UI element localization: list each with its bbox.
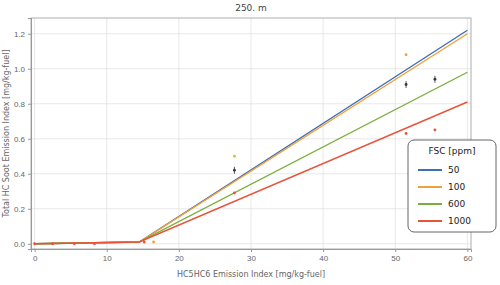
- data-point: [93, 242, 96, 245]
- series-line: [35, 72, 468, 244]
- data-point: [405, 83, 408, 86]
- tick-label: 1.0: [14, 65, 26, 74]
- tick-mark: [35, 249, 36, 252]
- tick: 60: [463, 249, 472, 263]
- data-point: [51, 242, 54, 245]
- tick: 0: [33, 249, 38, 263]
- legend: FSC [ppm] 50 100 600 1000: [408, 140, 496, 232]
- tick: 20: [175, 249, 184, 263]
- tick: 0.8: [14, 100, 31, 109]
- tick-label: 20: [175, 254, 184, 263]
- tick-mark: [28, 69, 31, 70]
- legend-label: 100: [448, 182, 465, 192]
- series-line: [35, 102, 468, 244]
- tick: 50: [391, 249, 400, 263]
- data-point: [434, 78, 437, 81]
- error-bar: [406, 81, 407, 88]
- tick-mark: [395, 249, 396, 252]
- tick-label: 10: [103, 254, 112, 263]
- tick-label: 40: [319, 254, 328, 263]
- tick-mark: [323, 249, 324, 252]
- grid-line: [31, 33, 471, 34]
- tick: 30: [247, 249, 256, 263]
- tick-label: 0: [33, 254, 38, 263]
- tick-label: 60: [463, 254, 472, 263]
- tick-label: 50: [391, 254, 400, 263]
- grid-line: [251, 18, 252, 249]
- series-line: [35, 34, 468, 244]
- error-bar: [434, 76, 435, 83]
- data-point: [152, 241, 155, 244]
- data-point: [33, 242, 36, 245]
- chart: 0 10 20 30 40 50 60 0.0 0.2 0.4 0.6 0.8 1.0 1.2 250. m…: [0, 0, 500, 285]
- tick: 10: [103, 249, 112, 263]
- tick: 0.2: [14, 205, 31, 214]
- grid-line: [31, 138, 471, 139]
- series-line: [35, 30, 468, 244]
- axis-line: [28, 19, 32, 250]
- tick-label: 0.4: [14, 170, 26, 179]
- legend-title: FSC [ppm]: [428, 146, 475, 156]
- y-axis: 0.0 0.2 0.4 0.6 0.8 1.0 1.2: [14, 19, 32, 250]
- data-point: [233, 155, 236, 158]
- y-axis-title: Total HC Soot Emission Index [mg/kg-fuel…: [2, 49, 11, 218]
- data-point: [434, 129, 437, 132]
- chart-title: 250. m: [235, 3, 267, 13]
- tick-mark: [179, 249, 180, 252]
- data-point: [143, 241, 146, 244]
- tick-label: 0.8: [14, 100, 26, 109]
- data-point: [73, 242, 76, 245]
- tick-label: 1.2: [14, 30, 26, 39]
- data-point: [233, 169, 236, 172]
- marks: [33, 30, 467, 245]
- tick-mark: [28, 244, 31, 245]
- data-point: [405, 53, 408, 56]
- x-axis: 0 10 20 30 40 50 60: [32, 249, 473, 263]
- grid-line: [31, 68, 471, 69]
- legend-swatch: [418, 220, 442, 222]
- axis-line: [32, 250, 472, 253]
- tick-mark: [28, 174, 31, 175]
- grid: [31, 18, 471, 249]
- tick-mark: [28, 104, 31, 105]
- tick-mark: [467, 249, 468, 252]
- tick-label: 30: [247, 254, 256, 263]
- legend-swatch: [418, 203, 442, 205]
- tick-label: 0.6: [14, 135, 26, 144]
- chart-container: 0 10 20 30 40 50 60 0.0 0.2 0.4 0.6 0.8 1.0 1.2 250. m…: [0, 0, 500, 285]
- tick: 1.2: [14, 30, 31, 39]
- grid-line: [31, 173, 471, 174]
- tick: 0.0: [14, 240, 31, 249]
- tick-mark: [28, 209, 31, 210]
- legend-swatch: [418, 186, 442, 188]
- legend-label: 50: [448, 165, 460, 175]
- legend-label: 600: [448, 199, 465, 209]
- plot-frame: [31, 18, 471, 249]
- tick: 0.4: [14, 170, 31, 179]
- tick: 40: [319, 249, 328, 263]
- legend-box: [408, 140, 496, 232]
- tick-mark: [107, 249, 108, 252]
- data-point: [405, 132, 408, 135]
- x-axis-title: HC5HC6 Emission Index [mg/kg-fuel]: [177, 270, 325, 279]
- tick-label: 0.0: [14, 240, 26, 249]
- tick: 0.6: [14, 135, 31, 144]
- legend-label: 1000: [448, 216, 471, 226]
- legend-swatch: [418, 169, 442, 171]
- grid-line: [106, 18, 107, 249]
- tick-mark: [28, 34, 31, 35]
- error-bar: [234, 167, 235, 174]
- tick-mark: [28, 139, 31, 140]
- grid-line: [178, 18, 179, 249]
- grid-line: [323, 18, 324, 249]
- tick-label: 0.2: [14, 205, 26, 214]
- data-point: [233, 192, 236, 195]
- tick: 1.0: [14, 65, 31, 74]
- grid-line: [31, 208, 471, 209]
- grid-line: [34, 18, 35, 249]
- tick-mark: [251, 249, 252, 252]
